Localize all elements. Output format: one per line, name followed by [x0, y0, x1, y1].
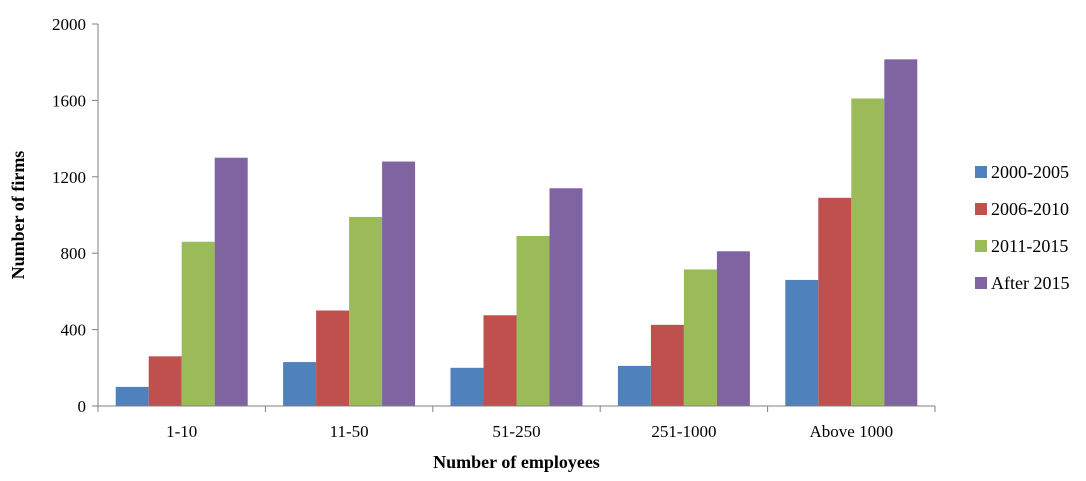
y-tick-label: 2000 — [52, 15, 86, 34]
bar-after-2015-11-50 — [382, 161, 416, 406]
bar-2011-2015-11-50 — [349, 216, 383, 406]
bar-2000-2005-1-10 — [115, 386, 149, 406]
legend-label: 2011-2015 — [991, 236, 1068, 256]
legend-label: After 2015 — [991, 273, 1069, 293]
bar-after-2015-251-1000 — [716, 251, 750, 406]
x-ticks-group: 1-10 11-50 51-250 251-1000 Above 1000 — [97, 406, 936, 441]
y-tick-label: 1200 — [52, 168, 86, 187]
bar-2011-2015-above-1000 — [851, 98, 885, 407]
y-ticks-group: 0 400 800 1200 1600 2000 — [52, 15, 98, 416]
y-axis-title: Number of firms — [8, 151, 28, 280]
bar-after-2015-51-250 — [549, 188, 583, 406]
x-tick-label: 51-250 — [492, 422, 540, 441]
legend-label: 2006-2010 — [991, 199, 1069, 219]
axes-group — [97, 24, 935, 407]
x-tick-label: 251-1000 — [651, 422, 716, 441]
bars-group — [115, 59, 918, 407]
bar-2011-2015-251-1000 — [683, 269, 717, 406]
bar-after-2015-above-1000 — [884, 59, 918, 407]
bar-2006-2010-above-1000 — [818, 197, 852, 406]
y-tick-label: 0 — [78, 397, 87, 416]
legend-swatch — [975, 240, 987, 252]
bar-2011-2015-1-10 — [181, 241, 215, 406]
bar-after-2015-1-10 — [214, 157, 248, 406]
bar-2006-2010-51-250 — [483, 315, 517, 406]
y-tick-label: 400 — [61, 321, 87, 340]
legend: 2000-2005 2006-2010 2011-2015 After 2015 — [975, 162, 1069, 293]
y-tick-label: 1600 — [52, 91, 86, 110]
bar-2006-2010-1-10 — [148, 356, 182, 406]
legend-swatch — [975, 203, 987, 215]
bar-2000-2005-51-250 — [450, 367, 484, 406]
bar-2000-2005-above-1000 — [785, 279, 819, 406]
bar-2000-2005-251-1000 — [617, 365, 651, 406]
bar-2011-2015-51-250 — [516, 236, 550, 406]
x-tick-label: 11-50 — [330, 422, 369, 441]
legend-swatch — [975, 166, 987, 178]
x-tick-label: Above 1000 — [810, 422, 894, 441]
bar-2006-2010-11-50 — [316, 310, 350, 406]
legend-swatch — [975, 277, 987, 289]
legend-label: 2000-2005 — [991, 162, 1069, 182]
x-axis-title: Number of employees — [433, 452, 600, 472]
bar-2000-2005-11-50 — [283, 362, 317, 406]
x-tick-label: 1-10 — [166, 422, 197, 441]
bar-2006-2010-251-1000 — [650, 324, 684, 406]
y-tick-label: 800 — [61, 244, 87, 263]
